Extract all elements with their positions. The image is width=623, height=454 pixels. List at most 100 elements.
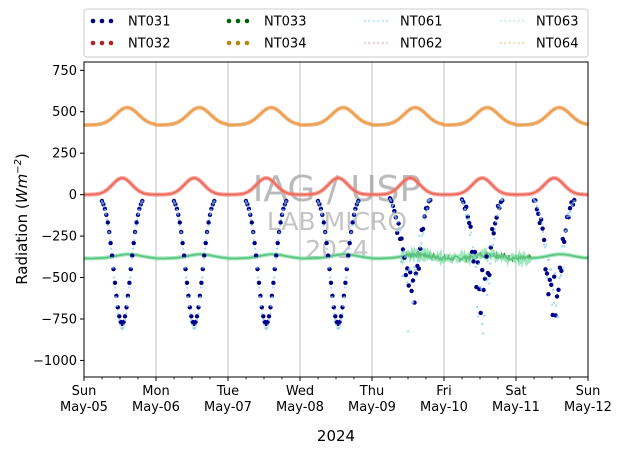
legend-marker (226, 18, 232, 24)
nt061-point (542, 243, 546, 247)
legend-marker (367, 19, 371, 23)
nt061-point (557, 315, 560, 319)
nt031-point (184, 280, 190, 285)
nt061-point (317, 202, 321, 205)
nt061-point (272, 286, 275, 289)
nt061-point (254, 256, 258, 260)
nt061-point (352, 218, 355, 221)
nt061-point (184, 276, 188, 279)
nt061-point (196, 318, 199, 322)
nt061-point (202, 266, 205, 269)
nt061-point (320, 213, 324, 216)
x-tick-day-6: Sat (505, 384, 526, 399)
x-axis: SunMay-05MonMay-06TueMay-07WedMay-08ThuM… (60, 377, 612, 415)
nt031-point (549, 282, 554, 287)
y-tick-label-1: 500 (52, 105, 77, 120)
nt061-point (420, 242, 423, 245)
nt061-point (282, 208, 285, 212)
legend-marker (385, 19, 389, 23)
nt031-point (556, 287, 561, 292)
nt061-point (108, 238, 112, 242)
nt061-point (397, 226, 401, 230)
nt061-point (102, 205, 106, 208)
nt031-point (328, 280, 334, 285)
nt061-point (543, 246, 547, 249)
nt061-point (394, 216, 398, 219)
nt061-point (253, 247, 257, 250)
nt061-point (566, 215, 569, 218)
nt061-point (545, 276, 549, 279)
nt061-point (205, 238, 208, 242)
nt061-point (347, 256, 350, 260)
nt061-point (319, 208, 323, 212)
nt061-point (565, 229, 568, 232)
nt061-point (409, 268, 412, 272)
nt061-point (488, 282, 491, 285)
nt031-point (478, 310, 483, 316)
legend-marker (521, 41, 525, 45)
legend-marker (376, 19, 380, 23)
nt031-point (491, 231, 496, 236)
nt061-point (195, 323, 198, 327)
nt031-point (203, 240, 208, 246)
nt061-point (213, 200, 216, 203)
nt061-point (477, 262, 481, 265)
nt061-point (343, 295, 346, 299)
nt061-point (186, 295, 190, 299)
nt031-point (416, 266, 421, 271)
nt061-point (107, 231, 111, 234)
legend-marker (235, 18, 241, 24)
nt061-point (539, 217, 543, 220)
nt061-point (138, 208, 141, 212)
watermark: IAG / USP LAB MICRO 2024 (253, 169, 421, 264)
legend-marker (517, 41, 521, 45)
nt061-point (105, 218, 109, 221)
nt061-point (483, 314, 486, 317)
nt031-point (109, 253, 115, 258)
nt031-point (117, 314, 122, 319)
x-tick-day-2: Tue (216, 384, 239, 399)
nt031-point (481, 287, 486, 293)
nt031-point (547, 277, 552, 283)
x-tick-date-7: May-12 (564, 400, 612, 415)
nt061-point (491, 253, 494, 257)
legend-marker (363, 19, 367, 23)
nt061-point (465, 218, 469, 221)
nt031-point (206, 220, 211, 225)
nt061-point (326, 256, 330, 260)
nt031-point (480, 267, 485, 273)
nt061-point (332, 312, 336, 315)
nt031-point (256, 280, 262, 285)
nt061-point (250, 224, 254, 227)
nt061-point (255, 266, 259, 269)
nt061-point (103, 208, 107, 212)
nt061-point (325, 247, 329, 250)
nt061-point (109, 247, 113, 250)
nt063-line (83, 245, 590, 269)
legend-marker (508, 41, 512, 45)
legend-item-nt032: NT032 (90, 37, 170, 52)
nt061-point (129, 276, 132, 279)
legend-marker (512, 19, 516, 23)
nt031-point (347, 240, 352, 246)
nt061-point (245, 202, 249, 205)
nt061-point (201, 276, 204, 279)
nt061-point (118, 323, 122, 327)
nt031-point (554, 294, 560, 299)
nt061-point (414, 268, 417, 272)
nt061-point (468, 233, 472, 237)
nt061-point (123, 323, 126, 327)
nt031-point (567, 206, 573, 211)
legend-marker (244, 18, 250, 24)
nt031-point (487, 272, 492, 278)
legend-label: NT063 (536, 15, 578, 30)
x-tick-date-3: May-08 (276, 400, 324, 415)
nt061-point (497, 204, 500, 207)
nt062-line (84, 176, 588, 197)
nt061-point (389, 199, 393, 202)
legend-item-nt061: NT061 (363, 15, 442, 30)
legend-label: NT034 (264, 37, 306, 52)
legend-marker (499, 19, 503, 23)
nt061-point (188, 312, 192, 315)
nt061-point (470, 253, 474, 256)
